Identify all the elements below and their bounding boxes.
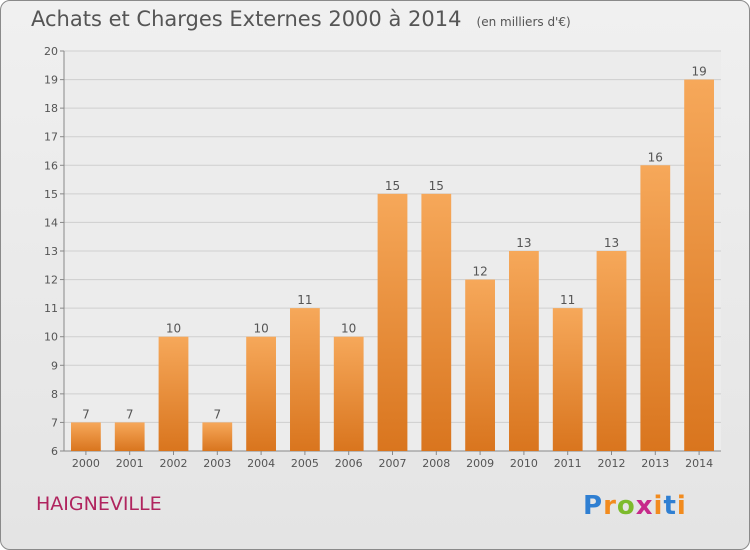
bar xyxy=(158,336,189,451)
x-tick-label: 2014 xyxy=(685,457,713,470)
y-tick-label: 12 xyxy=(44,274,58,287)
data-label: 10 xyxy=(166,322,181,336)
axes: 6 7 8 9 10 11 12 13 14 15 16 17 18 19 20 2000 2001 2002 20… xyxy=(44,45,721,470)
x-tick-label: 2001 xyxy=(116,457,144,470)
y-tick-label: 20 xyxy=(44,45,58,58)
x-tick-label: 2007 xyxy=(379,457,407,470)
bar xyxy=(596,251,627,451)
bar xyxy=(421,193,452,451)
x-tick-label: 2003 xyxy=(203,457,231,470)
data-label: 12 xyxy=(472,265,487,279)
y-tick-label: 16 xyxy=(44,159,58,172)
data-label: 15 xyxy=(429,179,444,193)
y-tick-label: 18 xyxy=(44,102,58,115)
y-tick-label: 7 xyxy=(51,416,58,429)
y-tick-label: 6 xyxy=(51,445,58,458)
x-tick-label: 2012 xyxy=(598,457,626,470)
bar xyxy=(552,308,583,451)
x-tick-label: 2006 xyxy=(335,457,363,470)
bar xyxy=(465,279,495,451)
chart-unit: (en milliers d'€) xyxy=(476,15,571,29)
y-tick-label: 19 xyxy=(44,74,58,87)
y-tick-label: 14 xyxy=(44,216,58,229)
bar xyxy=(509,251,539,451)
data-label: 11 xyxy=(297,293,312,307)
data-label: 7 xyxy=(82,407,90,421)
data-label: 13 xyxy=(516,236,531,250)
data-labels: 7 7 10 7 10 11 10 15 15 12 13 11 13 16 19 xyxy=(82,65,707,422)
x-tick-label: 2002 xyxy=(160,457,188,470)
y-tick-label: 8 xyxy=(51,388,58,401)
x-tick-label: 2009 xyxy=(466,457,494,470)
data-label: 7 xyxy=(126,407,134,421)
proxiti-logo[interactable]: Proxiti xyxy=(583,491,687,521)
data-label: 16 xyxy=(648,150,663,164)
y-tick-label: 9 xyxy=(51,359,58,372)
bar xyxy=(114,422,145,451)
bar xyxy=(640,165,671,452)
bars xyxy=(71,79,714,452)
x-tick-label: 2000 xyxy=(72,457,100,470)
bar xyxy=(246,336,276,451)
data-label: 11 xyxy=(560,293,575,307)
data-label: 13 xyxy=(604,236,619,250)
bar xyxy=(290,308,320,451)
x-tick-label: 2008 xyxy=(422,457,450,470)
bar xyxy=(71,422,101,451)
y-tick-label: 10 xyxy=(44,331,58,344)
y-tick-label: 15 xyxy=(44,188,58,201)
data-label: 19 xyxy=(691,65,706,79)
x-tick-label: 2005 xyxy=(291,457,319,470)
chart-title: Achats et Charges Externes 2000 à 2014 xyxy=(31,7,462,31)
bar xyxy=(202,422,233,451)
y-tick-label: 13 xyxy=(44,245,58,258)
data-label: 10 xyxy=(341,322,356,336)
data-label: 10 xyxy=(253,322,268,336)
data-label: 15 xyxy=(385,179,400,193)
x-tick-label: 2004 xyxy=(247,457,275,470)
x-tick-label: 2011 xyxy=(554,457,582,470)
y-tick-label: 11 xyxy=(44,302,58,315)
x-tick-label: 2013 xyxy=(641,457,669,470)
bar xyxy=(333,336,364,451)
commune-name: HAIGNEVILLE xyxy=(36,493,162,515)
bar xyxy=(377,193,408,451)
bar xyxy=(684,79,714,452)
x-tick-label: 2010 xyxy=(510,457,538,470)
data-label: 7 xyxy=(213,407,221,421)
y-tick-label: 17 xyxy=(44,131,58,144)
chart-title-row: Achats et Charges Externes 2000 à 2014 (… xyxy=(31,7,571,31)
